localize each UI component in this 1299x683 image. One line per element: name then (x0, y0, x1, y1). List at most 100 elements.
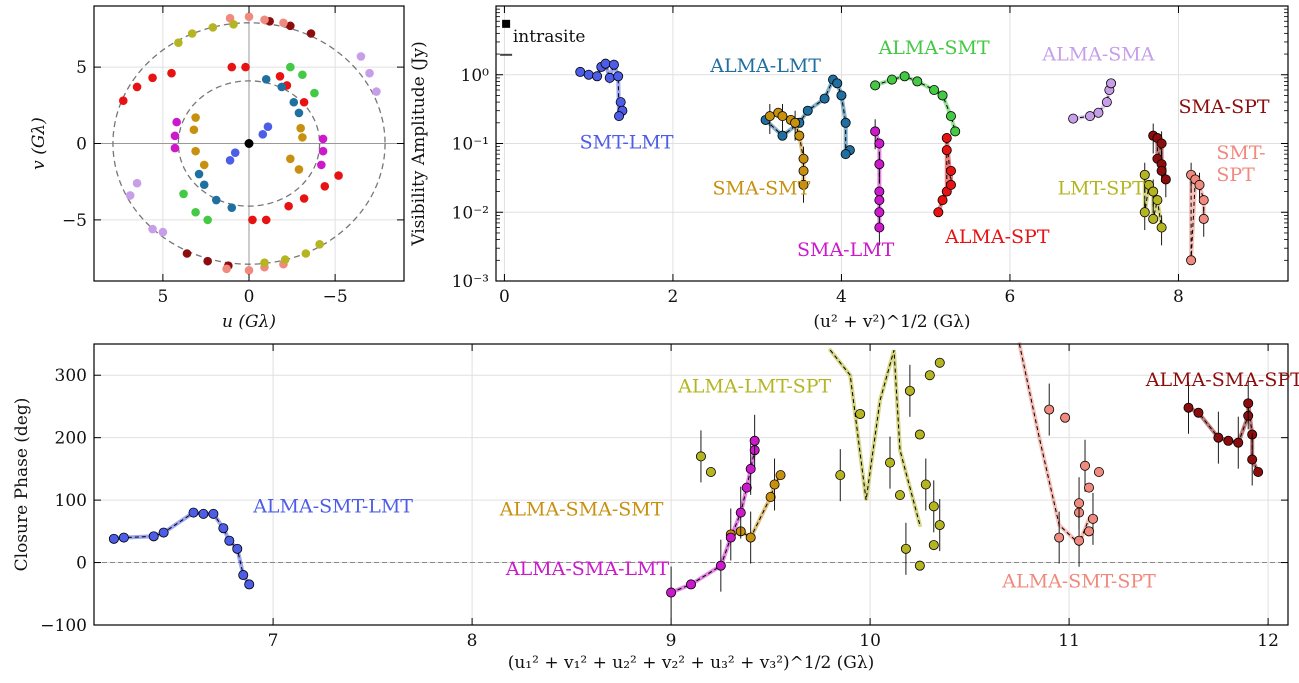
cp-point-ALMA-LMT-SPT (934, 357, 945, 368)
cp-point-ALMA-SMT-SPT (1087, 513, 1098, 524)
uv-point-ALMA-SMA (125, 191, 135, 200)
uv-point-SMA-LMT (318, 134, 328, 144)
cp-ylabel: Closure Phase (deg) (12, 398, 32, 572)
amp-point-SMT-SPT (1186, 255, 1197, 266)
cp-point-ALMA-LMT-SPT (920, 479, 931, 490)
cp-point-ALMA-SMT-SPT (1080, 460, 1091, 471)
uv-point-ALMA-SPT (148, 73, 157, 83)
uv-point-SMT-SPT (222, 264, 231, 274)
uv-point-SMA-SMT (189, 125, 199, 135)
cp-point-ALMA-SMA-SPT (1253, 467, 1264, 478)
uv-point-ALMA-SMT (310, 88, 319, 98)
uv-point-ALMA-LMT (227, 203, 237, 212)
uv-point-SMT-SPT (260, 15, 269, 25)
cp-point-ALMA-SMA-LMT (725, 532, 736, 543)
uv-point-SMA-SPT (203, 256, 212, 266)
uv-point-ALMA-LMT (199, 180, 209, 190)
uv-point-SMA-LMT (172, 117, 181, 127)
uv-point-ALMA-SPT (248, 215, 257, 225)
cp-point-ALMA-LMT-SPT (894, 490, 905, 501)
amp-xtick-label: 2 (668, 287, 679, 307)
amp-ytick-label: 10⁻² (452, 203, 489, 223)
cp-point-ALMA-SMT-SPT (1074, 498, 1085, 509)
amp-point-SMA-SMT (798, 165, 809, 176)
cp-xtick-label: 9 (666, 631, 677, 651)
cp-point-ALMA-SMA-LMT (715, 560, 726, 571)
uv-point-ALMA-SMA (158, 227, 168, 237)
cp-point-ALMA-SMT-LMT (224, 535, 235, 546)
amp-point-SMT-LMT (608, 59, 619, 70)
uv-point-SMT-LMT (230, 148, 240, 157)
uv-point-SMT-LMT (258, 130, 268, 139)
uv-point-ALMA-SPT (275, 71, 285, 81)
cp-ALMA-LMT-SPT-model-line (829, 349, 921, 526)
amp-xlabel: (u² + v²)^1/2 (Gλ) (813, 312, 970, 332)
cp-point-ALMA-SMT-LMT (108, 533, 119, 544)
uv-point-ALMA-SMT (298, 70, 307, 80)
cp-point-ALMA-LMT-SPT (914, 429, 925, 440)
cp-xlabel: (u₁² + v₁² + u₂² + v₂² + u₃² + v₃²)^1/2 … (508, 653, 875, 673)
uv-point-SMA-SMT (286, 154, 295, 164)
uv-xtick-label: −5 (323, 287, 348, 307)
cp-point-ALMA-SMA-LMT (735, 507, 746, 518)
cp-ytick-label: 200 (55, 429, 87, 449)
uv-guide-circle (112, 22, 386, 265)
uv-point-intrasite (244, 139, 254, 148)
uv-point-SMA-SPT (182, 249, 192, 258)
uv-point-SMT-SPT (244, 266, 254, 275)
cp-point-ALMA-SMA-LMT (666, 587, 677, 598)
uv-point-LMT-SPT (174, 38, 183, 47)
cp-point-ALMA-SMA-SPT (1223, 435, 1234, 446)
cp-point-ALMA-SMA-SPT (1183, 402, 1194, 413)
cp-point-ALMA-SMT-LMT (238, 570, 249, 581)
cp-point-ALMA-SMT-LMT (218, 523, 229, 534)
uv-point-ALMA-SPT (334, 171, 343, 180)
uv-point-ALMA-SPT (167, 68, 176, 78)
cp-ALMA-SMT-LMT-model-band (111, 510, 252, 587)
uv-point-ALMA-SMA (132, 178, 142, 188)
amp-point-ALMA-LMT (840, 117, 851, 128)
uv-point-SMA-SMT (294, 165, 304, 174)
amp-point-SMA-SPT (1156, 138, 1167, 149)
uv-point-ALMA-SMT (203, 215, 212, 225)
uv-point-ALMA-SPT (241, 62, 250, 72)
uv-point-SMA-SMT (191, 113, 200, 122)
amp-point-SMT-LMT (613, 71, 624, 82)
uv-point-SMA-LMT (318, 146, 328, 156)
cp-point-ALMA-SMA-LMT (686, 579, 697, 590)
cp-point-ALMA-SMA-SPT (1247, 454, 1258, 465)
uv-point-ALMA-SMT (179, 189, 188, 199)
cp-label-ALMA-SMA-SMT: ALMA-SMA-SMT (499, 499, 664, 521)
uv-point-SMA-SMT (199, 160, 209, 170)
cp-point-ALMA-SMT-SPT (1044, 404, 1055, 415)
amp-label-intrasite: intrasite (513, 27, 586, 47)
cp-point-ALMA-SMT-SPT (1060, 412, 1071, 423)
uv-point-LMT-SPT (229, 20, 238, 29)
uv-point-SMA-LMT (170, 143, 180, 153)
cp-point-ALMA-LMT-SPT (928, 501, 939, 512)
amp-point-ALMA-SMA (1106, 78, 1117, 89)
amp-point-SMT-SPT (1198, 195, 1209, 206)
cp-ytick-label: 100 (55, 491, 87, 511)
amp-point-SMA-SPT (1160, 174, 1171, 185)
uv-point-ALMA-SPT (261, 215, 271, 225)
uv-point-LMT-SPT (187, 29, 197, 38)
uv-ytick-label: 0 (76, 135, 87, 155)
amp-label-ALMA-SMT: ALMA-SMT (878, 37, 990, 59)
amp-point-ALMA-LMT (840, 149, 851, 160)
amp-point-LMT-SPT (1148, 186, 1159, 197)
cp-frame (93, 343, 1289, 626)
uv-point-SMT-SPT (279, 18, 288, 28)
uv-point-LMT-SPT (301, 249, 311, 258)
amp-point-SMA-SMT (777, 111, 788, 122)
uv-point-SMA-SMT (296, 123, 305, 133)
amp-point-intrasite (502, 19, 511, 28)
amp-label-SMT-LMT: SMT-LMT (580, 131, 674, 153)
amp-point-ALMA-SMA (1085, 111, 1096, 122)
amp-point-SMA-LMT (874, 186, 885, 197)
uv-point-SMA-SPT (286, 21, 295, 31)
uv-ylabel: v (Gλ) (29, 117, 49, 170)
amp-point-ALMA-SMT (937, 90, 948, 101)
amp-point-LMT-SPT (1139, 207, 1150, 218)
